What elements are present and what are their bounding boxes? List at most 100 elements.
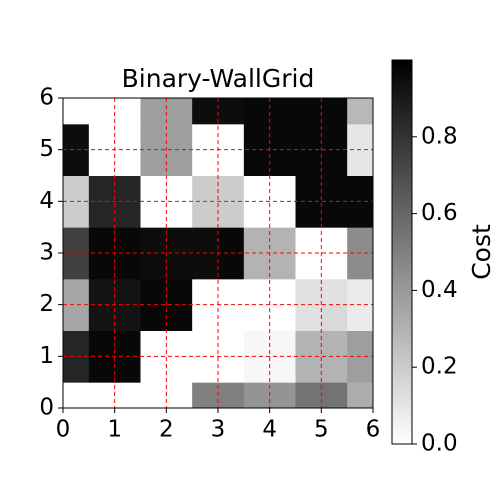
cell bbox=[243, 330, 271, 357]
cell bbox=[295, 330, 322, 357]
cell bbox=[321, 253, 348, 280]
cell bbox=[114, 201, 141, 228]
cell bbox=[114, 382, 141, 409]
cell bbox=[192, 304, 219, 331]
colorbar-tick-label: 0.6 bbox=[421, 200, 458, 226]
cell bbox=[243, 175, 271, 202]
cell bbox=[321, 201, 348, 228]
cell bbox=[218, 356, 245, 383]
cell bbox=[321, 149, 348, 176]
cell bbox=[88, 278, 116, 306]
colorbar-tick-label: 0.2 bbox=[421, 354, 458, 380]
cell bbox=[269, 98, 296, 125]
cell bbox=[218, 253, 245, 280]
axes-frame bbox=[62, 97, 374, 409]
cell bbox=[347, 330, 374, 357]
cell bbox=[347, 253, 374, 280]
cell bbox=[114, 278, 141, 306]
cell bbox=[63, 382, 90, 409]
cell bbox=[88, 175, 116, 202]
cell bbox=[140, 227, 167, 254]
cell bbox=[269, 278, 296, 306]
colorbar-tick-label: 0.8 bbox=[421, 123, 458, 149]
cell bbox=[295, 253, 322, 280]
cell bbox=[243, 304, 271, 331]
cell bbox=[114, 98, 141, 125]
cell bbox=[140, 175, 167, 202]
cell bbox=[295, 98, 322, 125]
cell bbox=[218, 382, 245, 409]
cell bbox=[166, 278, 193, 306]
cell bbox=[88, 98, 116, 125]
cell bbox=[243, 356, 271, 383]
cell bbox=[192, 149, 219, 176]
cell bbox=[63, 201, 90, 228]
cell bbox=[88, 149, 116, 176]
colorbar-tick-label: 0.4 bbox=[421, 277, 458, 303]
cell bbox=[166, 98, 193, 125]
cell bbox=[192, 123, 219, 151]
cell bbox=[347, 201, 374, 228]
cell bbox=[63, 149, 90, 176]
x-tick-label: 1 bbox=[107, 417, 122, 443]
cell bbox=[140, 253, 167, 280]
cell bbox=[321, 123, 348, 151]
cell bbox=[347, 123, 374, 151]
cell bbox=[218, 201, 245, 228]
cell bbox=[63, 227, 90, 254]
x-tick-label: 5 bbox=[314, 417, 329, 443]
cell bbox=[321, 304, 348, 331]
cell bbox=[347, 149, 374, 176]
cell bbox=[243, 149, 271, 176]
cell bbox=[192, 253, 219, 280]
cell bbox=[218, 98, 245, 125]
cell bbox=[321, 227, 348, 254]
cell bbox=[347, 382, 374, 409]
cell bbox=[166, 123, 193, 151]
cell bbox=[166, 356, 193, 383]
cell bbox=[269, 227, 296, 254]
cell bbox=[321, 278, 348, 306]
y-tick-label: 5 bbox=[39, 136, 54, 162]
cell bbox=[295, 382, 322, 409]
cell bbox=[114, 149, 141, 176]
cell bbox=[114, 175, 141, 202]
cell bbox=[295, 149, 322, 176]
x-tick-label: 0 bbox=[56, 417, 71, 443]
cell bbox=[88, 253, 116, 280]
cell bbox=[269, 382, 296, 409]
cell bbox=[166, 201, 193, 228]
colorbar-tick-label: 0.0 bbox=[421, 431, 458, 457]
cell bbox=[192, 175, 219, 202]
cell bbox=[218, 330, 245, 357]
cell bbox=[192, 278, 219, 306]
cell bbox=[140, 278, 167, 306]
cell bbox=[295, 123, 322, 151]
cell bbox=[63, 123, 90, 151]
cell bbox=[295, 175, 322, 202]
y-tick-label: 1 bbox=[39, 343, 54, 369]
x-tick-label: 3 bbox=[211, 417, 226, 443]
cell bbox=[166, 227, 193, 254]
cell bbox=[88, 356, 116, 383]
cell bbox=[243, 123, 271, 151]
cell bbox=[63, 253, 90, 280]
cell bbox=[192, 201, 219, 228]
cell bbox=[140, 149, 167, 176]
cell bbox=[63, 356, 90, 383]
cell bbox=[295, 304, 322, 331]
y-tick-label: 3 bbox=[39, 240, 54, 266]
cell bbox=[140, 304, 167, 331]
cell bbox=[347, 175, 374, 202]
cell bbox=[321, 98, 348, 125]
cell bbox=[166, 149, 193, 176]
cell bbox=[243, 382, 271, 409]
x-tick-label: 2 bbox=[159, 417, 174, 443]
cell bbox=[218, 304, 245, 331]
cell bbox=[321, 356, 348, 383]
cell bbox=[218, 227, 245, 254]
cell bbox=[63, 278, 90, 306]
cell bbox=[321, 175, 348, 202]
colorbar bbox=[391, 59, 413, 445]
cell bbox=[269, 123, 296, 151]
